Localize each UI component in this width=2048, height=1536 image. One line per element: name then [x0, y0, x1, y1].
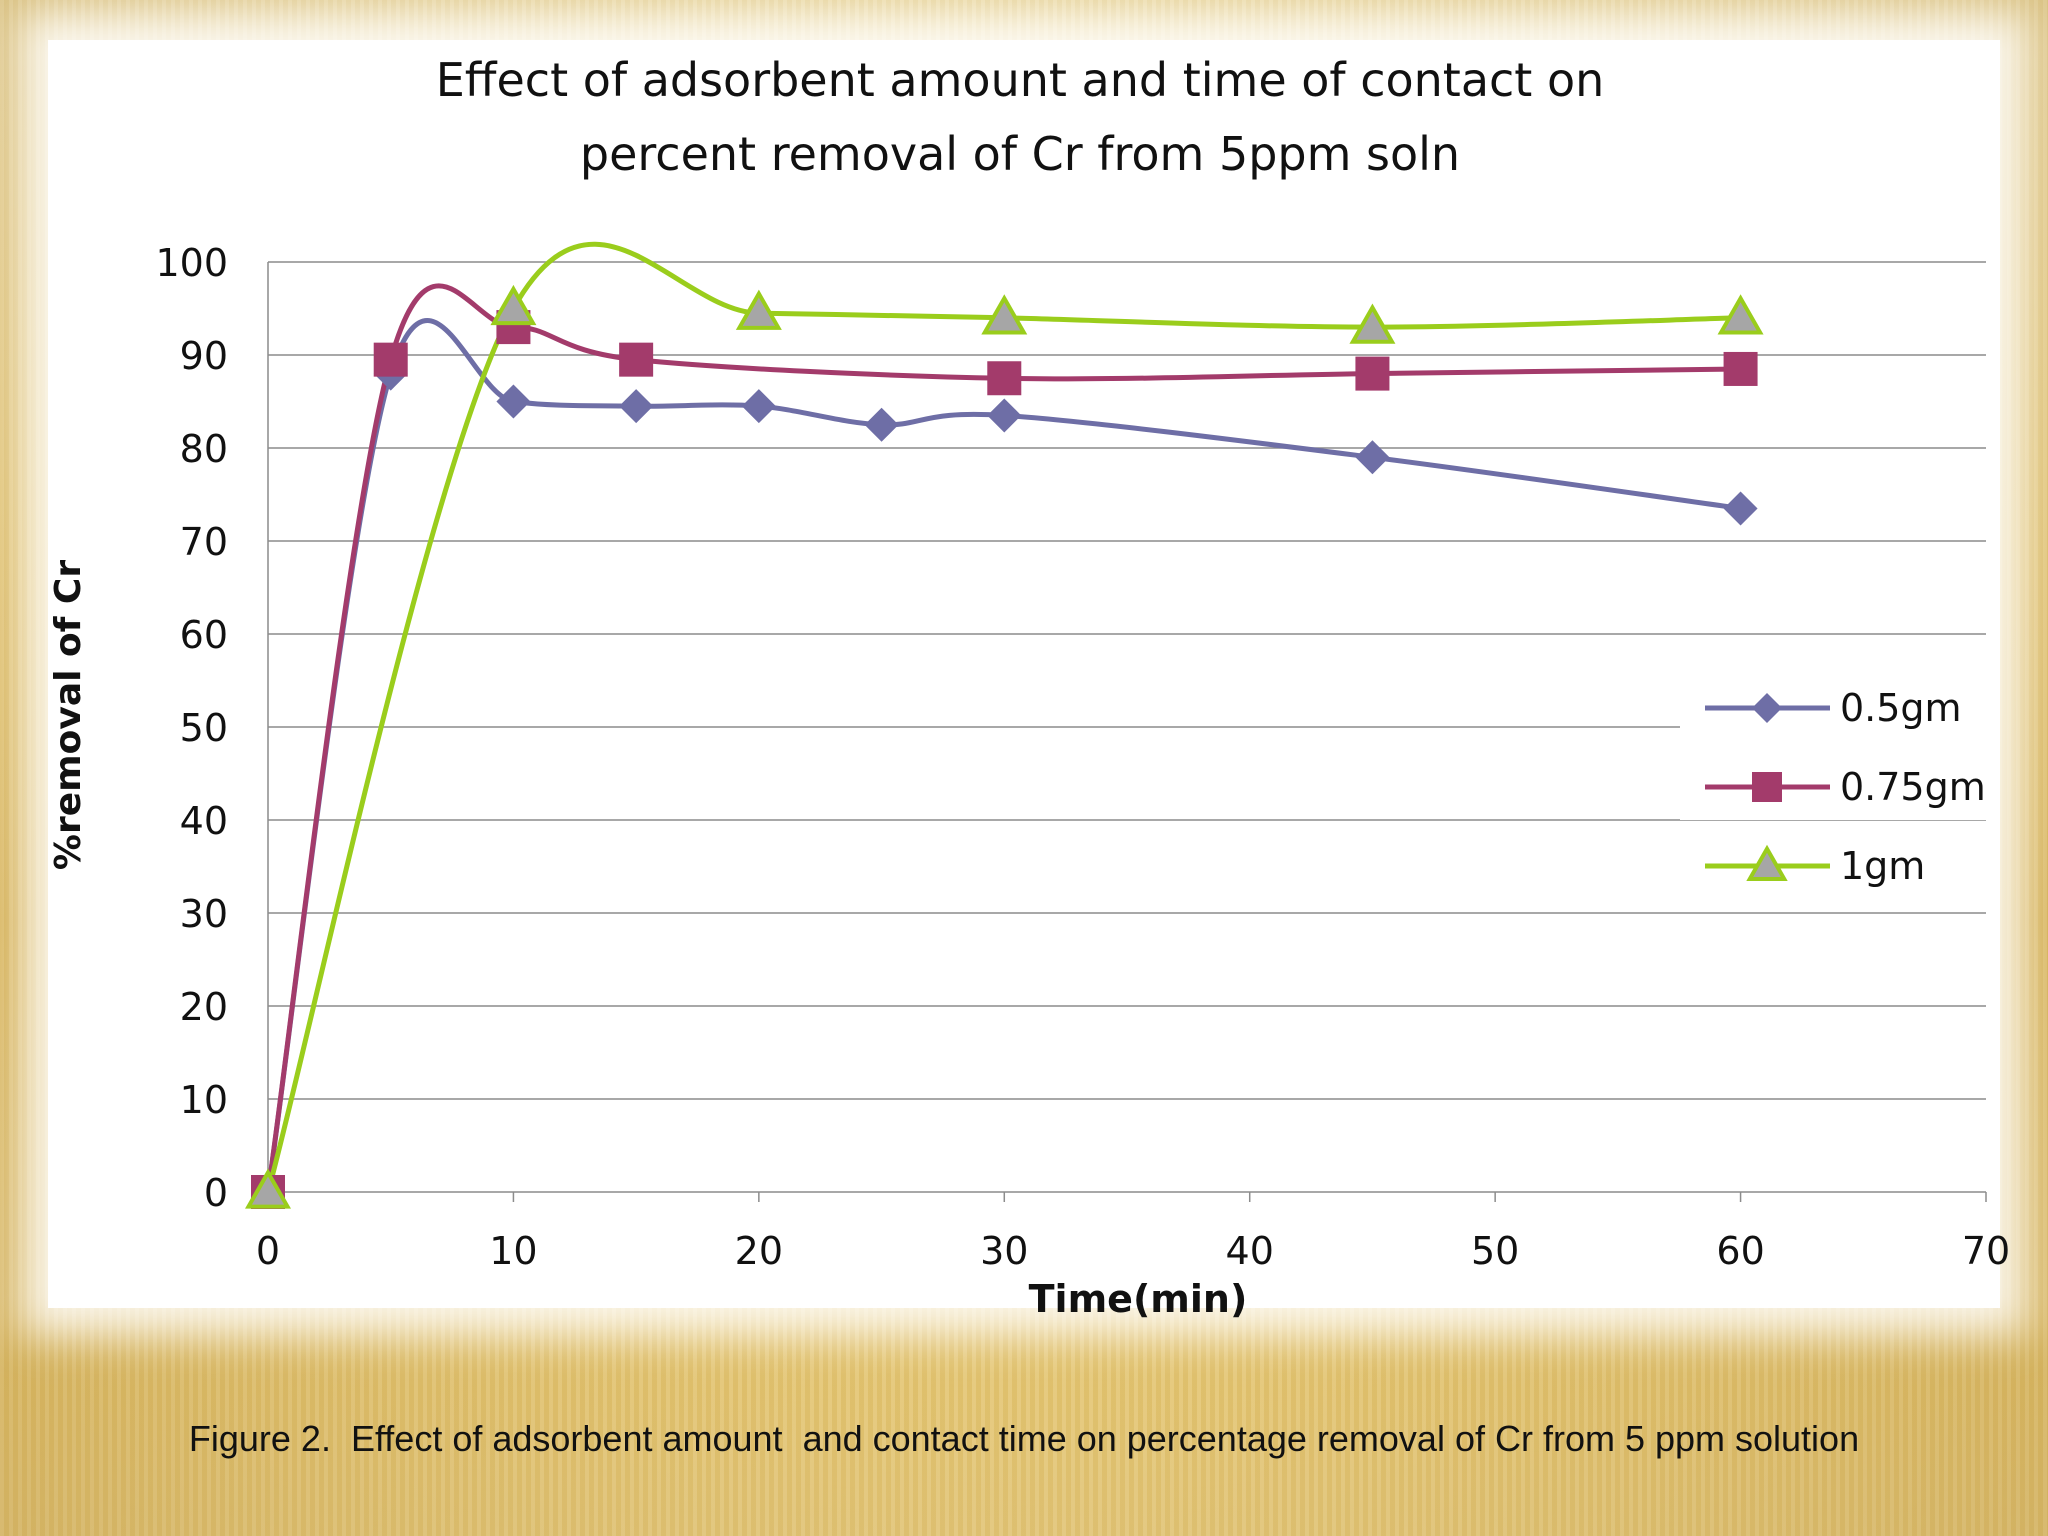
triangle-marker-1gm: [735, 289, 782, 330]
chart-title: Effect of adsorbent amount and time of c…: [436, 53, 1605, 181]
legend-label: 0.5gm: [1840, 686, 1962, 730]
diamond-marker-0.5gm: [619, 389, 654, 424]
square-marker-0.75gm: [1355, 356, 1390, 391]
x-tick-label: 20: [735, 1229, 783, 1273]
diamond-marker-0.5gm: [1355, 440, 1390, 475]
square-marker-0.75gm: [619, 342, 654, 377]
triangle-marker-1gm: [1717, 294, 1764, 335]
square-marker-0.75gm: [987, 361, 1022, 396]
y-tick-label: 40: [180, 799, 228, 843]
y-tick-label: 70: [180, 520, 228, 564]
diamond-marker-0.5gm: [741, 389, 776, 424]
legend-label: 1gm: [1840, 844, 1925, 888]
triangle-marker-1gm: [245, 1168, 291, 1209]
x-tick-label: 30: [980, 1229, 1028, 1273]
square-marker-0.75gm: [373, 342, 408, 377]
y-tick-label: 90: [180, 334, 228, 378]
legend-label: 0.75gm: [1840, 765, 1986, 809]
y-tick-label: 60: [180, 613, 228, 657]
x-tick-label: 70: [1962, 1229, 2010, 1273]
x-tick-label: 0: [256, 1229, 280, 1273]
y-tick-label: 0: [204, 1171, 228, 1215]
diamond-marker-0.5gm: [1723, 491, 1758, 526]
legend-marker-0.5gm: [1752, 693, 1782, 723]
x-tick-label: 50: [1471, 1229, 1519, 1273]
y-tick-label: 50: [180, 706, 228, 750]
diamond-marker-0.5gm: [987, 398, 1022, 433]
x-axis-label: Time(min): [1029, 1277, 1248, 1321]
y-tick-label: 80: [180, 427, 228, 471]
legend-background: [1680, 668, 1998, 820]
x-tick-label: 60: [1716, 1229, 1764, 1273]
legend-marker-0.75gm: [1752, 772, 1782, 802]
axes: 0 10 20 30 40 50 60 70 80 90 100 0 10 20 30 40 50 60 70: [155, 241, 2010, 1273]
triangle-marker-1gm: [981, 294, 1028, 335]
chart-title-line-2: percent removal of Cr from 5ppm soln: [580, 127, 1460, 181]
x-tick-label: 40: [1226, 1229, 1274, 1273]
y-tick-label: 10: [180, 1078, 228, 1122]
diamond-marker-0.5gm: [864, 407, 899, 442]
series-markers: [245, 284, 1764, 1209]
legend: 0.5gm 0.75gm 1gm: [1680, 668, 1998, 888]
y-tick-label: 100: [155, 241, 228, 285]
series-line-1gm: [265, 241, 1744, 1195]
triangle-marker-1gm: [1349, 303, 1396, 344]
square-marker-0.75gm: [1723, 351, 1758, 386]
figure-caption: Figure 2. Effect of adsorbent amount and…: [188, 1418, 1860, 1459]
y-tick-label: 20: [180, 985, 228, 1029]
diamond-marker-0.5gm: [496, 384, 531, 419]
series-line-0.5gm: [265, 318, 1744, 1195]
chart-title-line-1: Effect of adsorbent amount and time of c…: [436, 53, 1605, 107]
triangle-marker-1gm: [490, 284, 537, 326]
chart-panel: [48, 40, 2000, 1308]
y-axis-label: %removal of Cr: [48, 560, 89, 870]
x-tick-label: 10: [489, 1229, 537, 1273]
y-tick-label: 30: [180, 892, 228, 936]
legend-marker-1gm: [1746, 844, 1788, 881]
